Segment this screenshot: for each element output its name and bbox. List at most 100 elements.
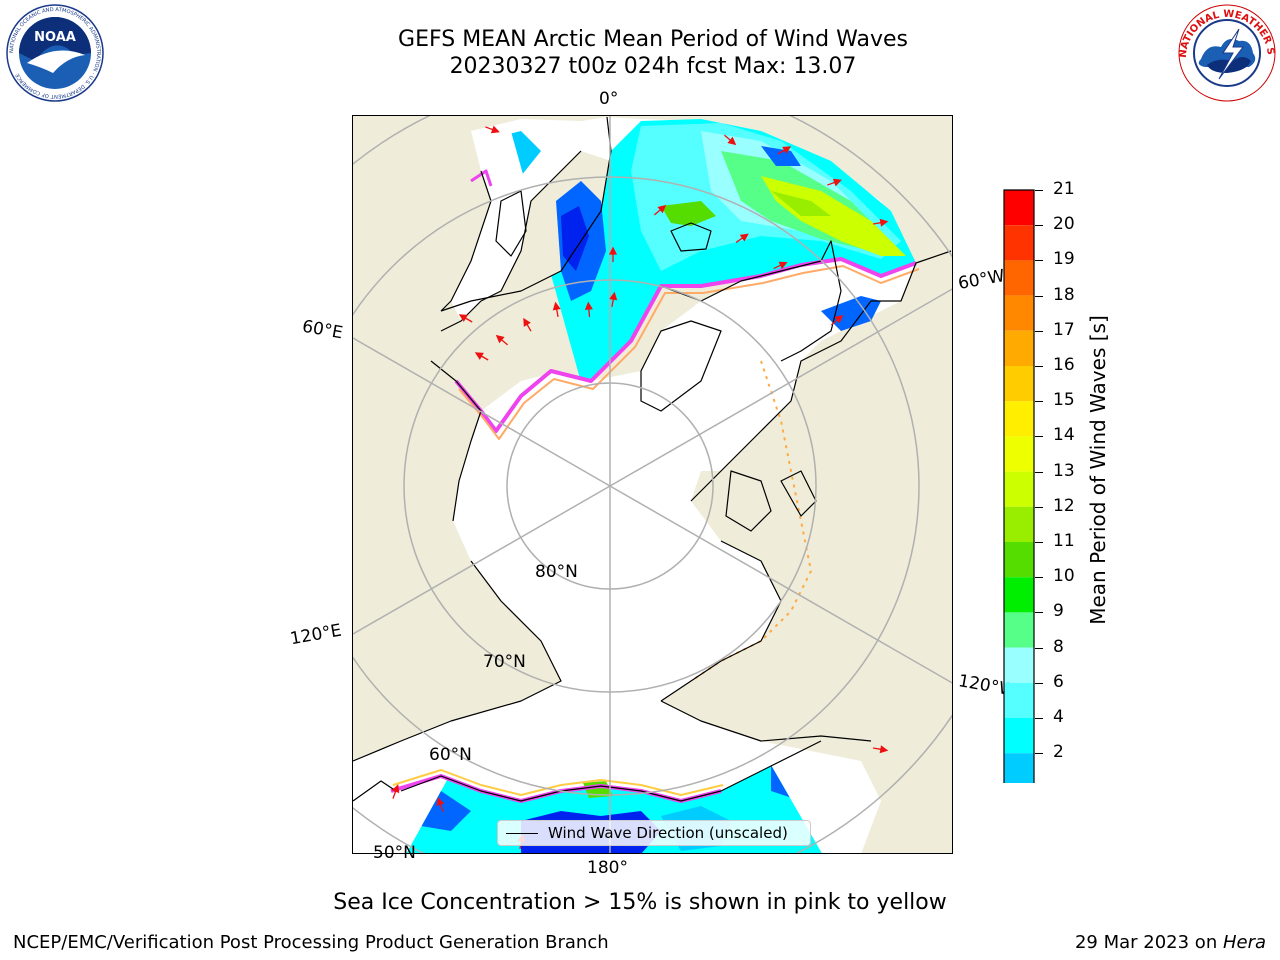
colorbar-tick-mark — [1035, 260, 1043, 262]
colorbar-tick-label: 20 — [1053, 214, 1075, 235]
colorbar-outline — [1003, 189, 1035, 783]
colorbar-tick-label: 14 — [1053, 425, 1075, 446]
colorbar-bin — [1004, 225, 1034, 261]
colorbar-tick-label: 16 — [1053, 355, 1075, 375]
map-legend: Wind Wave Direction (unscaled) — [497, 820, 811, 846]
colorbar-tick-label: 17 — [1053, 319, 1075, 340]
colorbar-tick-label: 19 — [1053, 249, 1075, 270]
colorbar-tick-mark — [1035, 542, 1043, 543]
meridian-label-60w: 60°W — [956, 266, 1007, 294]
colorbar — [1003, 189, 1035, 783]
wave-arrow — [773, 261, 788, 270]
colorbar-tick-mark — [1035, 401, 1043, 403]
wave-arrow — [485, 125, 500, 134]
noaa-logo-icon: NOAA NATIONAL OCEANIC AND ATMOSPHERIC AD… — [6, 4, 104, 102]
colorbar-bin — [1004, 753, 1034, 783]
wave-arrow — [474, 352, 489, 361]
sea-ice-note: Sea Ice Concentration > 15% is shown in … — [333, 890, 947, 915]
colorbar-tick-label: 2 — [1053, 742, 1064, 763]
map-subtitle: 20230327 t00z 024h fcst Max: 13.07 — [449, 54, 857, 79]
map-canvas — [353, 116, 952, 853]
colorbar-tick-mark — [1035, 718, 1043, 719]
colorbar-bin — [1004, 718, 1034, 754]
date-text: 29 Mar 2023 on — [1074, 932, 1223, 953]
colorbar-bin — [1004, 682, 1034, 718]
colorbar-tick-mark — [1035, 295, 1043, 297]
colorbar-bin — [1004, 542, 1034, 578]
colorbar-tick-label: 21 — [1053, 179, 1075, 199]
colorbar-bin — [1004, 471, 1034, 507]
colorbar-tick-mark — [1035, 647, 1043, 649]
wave-arrow — [458, 314, 473, 323]
colorbar-tick-mark — [1035, 612, 1043, 614]
wave-arrow — [495, 334, 509, 346]
wave-arrow — [653, 204, 667, 216]
colorbar-tick-label: 13 — [1053, 460, 1075, 481]
map-title: GEFS MEAN Arctic Mean Period of Wind Wav… — [398, 27, 908, 52]
graticule — [353, 116, 952, 853]
colorbar-tick-mark — [1035, 682, 1043, 684]
colorbar-bin — [1004, 506, 1034, 542]
colorbar-bin — [1004, 295, 1034, 331]
meridian-label-180: 180° — [587, 858, 628, 878]
arctic-ocean-ice — [353, 117, 916, 853]
colorbar-tick-label: 8 — [1053, 636, 1064, 657]
colorbar-tick-mark — [1035, 577, 1043, 579]
parallel-label-70n: 70°N — [483, 652, 526, 672]
colorbar-bin — [1004, 647, 1034, 683]
meridian-label-60e: 60°E — [300, 316, 345, 344]
parallel-label-80n: 80°N — [535, 562, 578, 582]
colorbar-tick-label: 11 — [1053, 531, 1075, 551]
colorbar-tick-mark — [1035, 506, 1043, 508]
colorbar-bin — [1004, 330, 1034, 366]
parallel-label-50n: 50°N — [373, 843, 416, 863]
colorbar-tick-mark — [1035, 436, 1043, 438]
colorbar-tick-mark — [1035, 471, 1043, 473]
colorbar-bin — [1004, 577, 1034, 613]
colorbar-tick-label: 10 — [1053, 566, 1075, 587]
wave-arrow — [735, 233, 749, 243]
colorbar-tick-label: 6 — [1053, 671, 1064, 692]
wave-arrow — [523, 317, 532, 332]
machine-name: Hera — [1222, 932, 1266, 953]
colorbar-tick-label: 15 — [1053, 390, 1075, 411]
colorbar-bin — [1004, 260, 1034, 296]
colorbar-label: Mean Period of Wind Waves [s] — [1086, 315, 1110, 625]
wave-arrow — [827, 178, 842, 187]
colorbar-tick-label: 9 — [1053, 601, 1064, 622]
wave-arrow — [436, 797, 445, 812]
meridian-label-120e: 120°E — [288, 620, 344, 650]
credit-line: NCEP/EMC/Verification Post Processing Pr… — [13, 932, 609, 953]
wave-arrow — [552, 301, 561, 318]
colorbar-tick-label: 4 — [1053, 707, 1064, 727]
wave-arrow — [830, 314, 844, 326]
colorbar-tick-mark — [1035, 753, 1043, 755]
legend-label: Wind Wave Direction (unscaled) — [548, 824, 788, 842]
date-line: 29 Mar 2023 on Hera — [1075, 932, 1266, 953]
wave-arrow — [609, 291, 618, 308]
wave-arrow — [777, 146, 792, 155]
wave-arrow — [723, 134, 737, 146]
colorbar-tick-mark — [1035, 225, 1043, 227]
wave-arrow — [872, 745, 889, 754]
colorbar-tick-mark — [1035, 190, 1043, 191]
colorbar-tick-label: 12 — [1053, 495, 1075, 516]
colorbar-tick-mark — [1035, 330, 1043, 332]
colorbar-bin — [1004, 401, 1034, 437]
arctic-map: Wind Wave Direction (unscaled) — [352, 115, 953, 854]
wave-arrow — [584, 301, 593, 318]
colorbar-bin — [1004, 190, 1034, 226]
wave-arrow — [391, 784, 400, 799]
nws-logo-icon: NATIONAL WEATHER SERVICE — [1177, 3, 1276, 102]
meridian-label-0: 0° — [599, 89, 619, 109]
wave-arrow — [608, 246, 618, 262]
legend-line-swatch — [506, 833, 538, 834]
parallel-label-60n: 60°N — [429, 745, 472, 765]
colorbar-tick-label: 18 — [1053, 284, 1075, 305]
noaa-logo-text: NOAA — [34, 30, 76, 45]
colorbar-tick-mark — [1035, 366, 1043, 367]
wave-arrow — [872, 218, 889, 227]
colorbar-bin — [1004, 366, 1034, 402]
colorbar-bin — [1004, 436, 1034, 472]
colorbar-bin — [1004, 612, 1034, 648]
